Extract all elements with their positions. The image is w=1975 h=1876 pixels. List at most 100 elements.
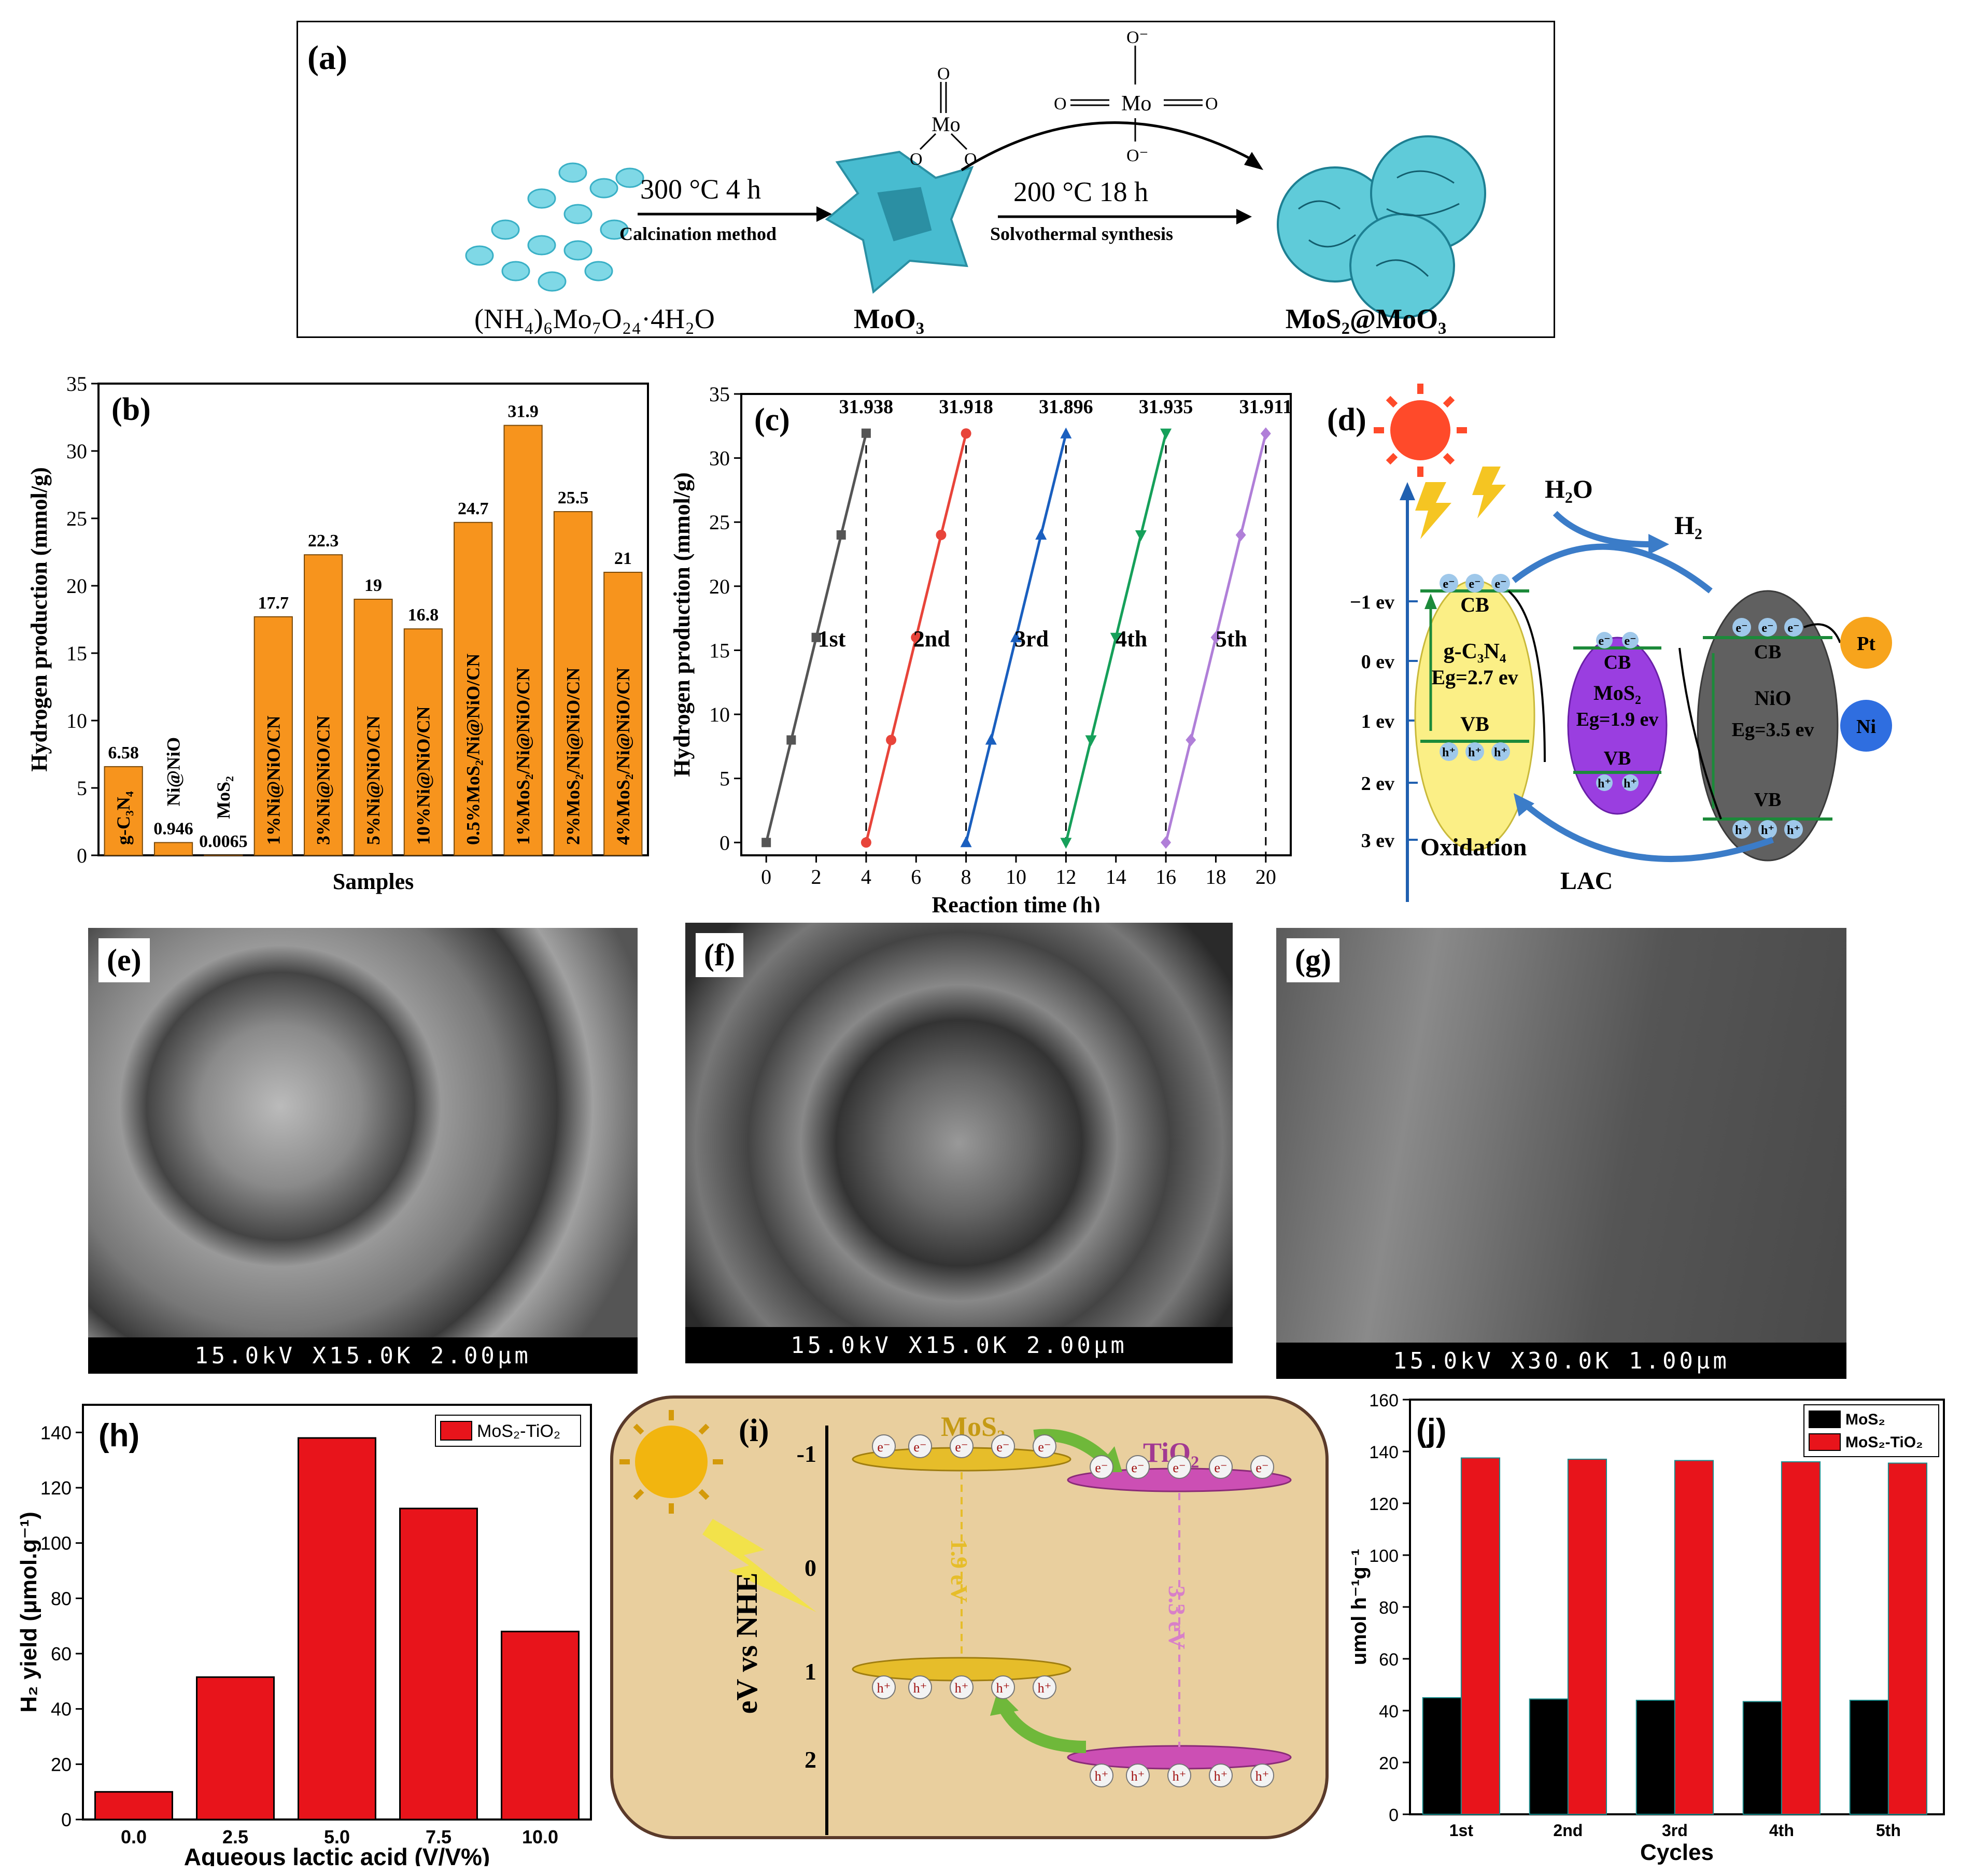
gcn-cb: CB: [1460, 593, 1489, 616]
b-bar: [403, 628, 443, 856]
b-value-label: 17.7: [258, 594, 289, 613]
nio-name: NiO: [1754, 686, 1791, 710]
mos2-e2: e⁻: [1624, 634, 1636, 648]
nhe-axis-label: eV vs NHE: [730, 1573, 764, 1714]
h-bar: [94, 1791, 173, 1821]
panel-b-bar-chart: 0 5 10 15 20 25 30 35 6.58 g-C₃N₄ 0.946 Ni@NiO 0.006…: [21, 363, 664, 912]
b-category-label: Ni@NiO: [163, 737, 184, 807]
panel-g-label: (g): [1287, 938, 1339, 982]
tio2-gap-label: 3.3 eV: [1164, 1586, 1190, 1649]
c-ylabel: Hydrogen production (mmol/g): [669, 472, 695, 777]
b-category-label: 10%Ni@NiO/CN: [413, 707, 433, 845]
c-point: [1235, 528, 1246, 541]
c-point: [860, 837, 871, 848]
step2-arrowhead: [1236, 209, 1252, 224]
i-carrier-label: e⁻: [1214, 1460, 1227, 1475]
b-category-label: 4%MoS₂/Ni@NiO/CN: [613, 668, 633, 845]
c-point: [911, 632, 922, 643]
i-carrier-ball: [1033, 1675, 1056, 1699]
j-bar: [1742, 1701, 1782, 1815]
j-legend-label: MoS₂-TiO₂: [1845, 1434, 1923, 1451]
h-legend-label: MoS₂-TiO₂: [477, 1421, 560, 1441]
c-point: [861, 428, 871, 438]
c-series-name: 2nd: [913, 626, 950, 652]
i-carrier-ball: [872, 1675, 896, 1699]
oxidation-label: Oxidation: [1420, 834, 1527, 861]
lightning-icon: [1415, 467, 1506, 539]
h-bar: [399, 1507, 478, 1821]
i-carrier-label: e⁻: [913, 1440, 926, 1455]
gcn-vb: VB: [1460, 712, 1489, 736]
d-energy-tick-label: 2 ev: [1361, 773, 1394, 795]
c-plot-frame: [740, 393, 1292, 856]
d-energy-tick-label: −1 ev: [1350, 591, 1394, 613]
i-carrier-label: h⁺: [1095, 1769, 1109, 1784]
nio-h3: h⁺: [1787, 824, 1800, 837]
step1-arrowhead: [816, 206, 832, 222]
h-ylabel: H₂ yield (μmol.g⁻¹): [16, 1512, 41, 1712]
b-ytick-label: 10: [66, 709, 87, 732]
i-carrier-ball: [1126, 1764, 1150, 1787]
b-bar: [253, 616, 293, 856]
gcn-e3: e⁻: [1494, 577, 1506, 591]
energy-ticks: −1 ev 0 ev 1 ev 2 ev 3 ev: [1350, 591, 1418, 852]
precursor-crystals-icon: [465, 162, 644, 292]
j-xtick-label: 3rd: [1662, 1821, 1688, 1840]
h-xtick-label: 5.0: [324, 1826, 350, 1847]
c-ytick-label: 20: [709, 575, 730, 598]
j-bar: [1781, 1461, 1821, 1815]
pt-particle: [1840, 617, 1892, 669]
panel-c-svg: 0 5 10 15 20 25 30 35 0 2 4 6 8 10 12 14 16 18 20 31.938 1st…: [669, 383, 1292, 918]
c-point: [960, 836, 972, 848]
j-bar: [1567, 1459, 1607, 1815]
ion-o-right: O: [1205, 94, 1218, 114]
b-category-label: 0.5%MoS₂/Ni@NiO/CN: [463, 654, 484, 845]
panel-d-label: (d): [1327, 402, 1366, 438]
mos2-label-i: MoS₂: [941, 1411, 1005, 1442]
h-ytick-label: 40: [51, 1699, 72, 1720]
nio-cb: CB: [1754, 641, 1782, 663]
nio-e1: e⁻: [1736, 622, 1747, 635]
i-carrier-label: e⁻: [996, 1440, 1009, 1455]
j-ytick-label: 0: [1389, 1806, 1399, 1825]
i-carrier-ball: [1033, 1434, 1056, 1458]
i-carrier-ball: [950, 1434, 974, 1458]
b-ytick-label: 0: [77, 844, 87, 867]
ion-o-left: O: [1054, 94, 1067, 114]
i-carrier-label: h⁺: [913, 1681, 927, 1696]
i-carrier-ball: [1090, 1764, 1113, 1787]
mos2-e1: e⁻: [1598, 634, 1610, 648]
mos2-ellipse: [1567, 637, 1668, 815]
j-ytick-label: 20: [1379, 1754, 1399, 1773]
panel-b-svg: 0 5 10 15 20 25 30 35 6.58 g-C₃N₄ 0.946 Ni@NiO 0.006…: [26, 372, 649, 894]
b-category-label: 1%Ni@NiO/CN: [263, 716, 284, 845]
panel-j-svg: 0 20 40 60 80 100 120 140 160 1st 2nd 3rd 4th 5th MoS₂…: [1348, 1391, 1945, 1865]
h-ytick-label: 120: [40, 1477, 72, 1499]
j-xtick-label: 4th: [1769, 1821, 1794, 1840]
mos2-h2: h⁺: [1624, 777, 1637, 791]
moo3-crystal-icon: [825, 150, 974, 294]
b-ytick-label: 35: [66, 372, 87, 396]
tick-minus1: -1: [797, 1441, 816, 1467]
c-point: [1135, 530, 1147, 541]
energy-axis-arrowhead: [1400, 482, 1415, 500]
i-carrier-label: e⁻: [1095, 1460, 1108, 1475]
panel-j-label: (j): [1416, 1413, 1447, 1448]
i-carrier-ball: [1250, 1455, 1274, 1479]
gcn-to-mos2-arrow: [1507, 590, 1546, 763]
electron-transfer-arrow: [1512, 543, 1713, 594]
b-category-label: g-C₃N₄: [113, 791, 134, 845]
h-legend-swatch: [440, 1421, 472, 1441]
panel-e-label: (e): [98, 938, 150, 982]
i-carrier-label: h⁺: [996, 1681, 1010, 1696]
c-point: [1060, 838, 1072, 849]
nio-e3: e⁻: [1787, 622, 1799, 635]
panel-a-synthesis-scheme: (a) (NH₄)₆Mo₇O₂₄·4H₂O 300 °C 4 h Calcina…: [297, 21, 1555, 338]
c-point: [1161, 836, 1172, 849]
synthesis-scheme-svg: (a) (NH₄)₆Mo₇O₂₄·4H₂O 300 °C 4 h Calcina…: [307, 28, 1486, 334]
nio-h1: h⁺: [1735, 824, 1748, 837]
panel-j-bar-chart: 0 20 40 60 80 100 120 140 160 1st 2nd 3rd 4th 5th MoS₂…: [1337, 1389, 1959, 1871]
c-point: [786, 735, 796, 745]
ion-mo: Mo: [1121, 92, 1151, 116]
moo3-molecule: [919, 82, 968, 150]
